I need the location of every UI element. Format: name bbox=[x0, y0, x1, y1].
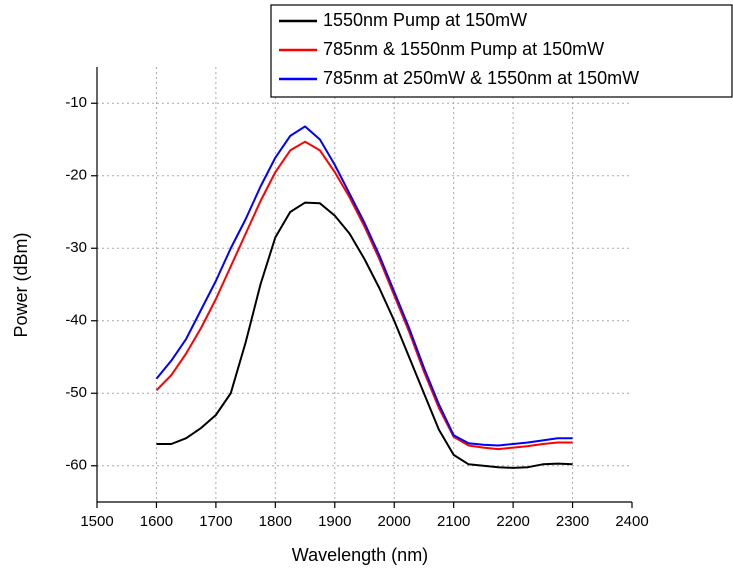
y-tick-label: -50 bbox=[65, 384, 87, 401]
x-tick-label: 1700 bbox=[199, 513, 232, 530]
legend-label: 1550nm Pump at 150mW bbox=[323, 10, 527, 30]
x-axis-label: Wavelength (nm) bbox=[292, 545, 428, 565]
y-tick-label: -40 bbox=[65, 312, 87, 329]
series-line bbox=[156, 201, 573, 469]
x-tick-label: 2300 bbox=[556, 513, 589, 530]
x-tick-label: 1800 bbox=[259, 513, 292, 530]
x-tick-label: 2200 bbox=[496, 513, 529, 530]
x-tick-label: 1900 bbox=[318, 513, 351, 530]
legend-label: 785nm & 1550nm Pump at 150mW bbox=[323, 39, 604, 59]
series-line bbox=[155, 140, 573, 451]
y-tick-label: -10 bbox=[65, 94, 87, 111]
y-tick-label: -60 bbox=[65, 457, 87, 474]
x-tick-label: 2400 bbox=[615, 513, 648, 530]
x-tick-label: 2000 bbox=[378, 513, 411, 530]
x-tick-label: 1600 bbox=[140, 513, 173, 530]
y-axis-label: Power (dBm) bbox=[11, 232, 31, 337]
y-tick-label: -30 bbox=[65, 239, 87, 256]
x-tick-label: 1500 bbox=[80, 513, 113, 530]
y-tick-label: -20 bbox=[65, 167, 87, 184]
series-line bbox=[155, 125, 573, 447]
legend-box bbox=[270, 4, 733, 98]
legend-label: 785nm at 250mW & 1550nm at 150mW bbox=[323, 68, 639, 88]
x-tick-label: 2100 bbox=[437, 513, 470, 530]
